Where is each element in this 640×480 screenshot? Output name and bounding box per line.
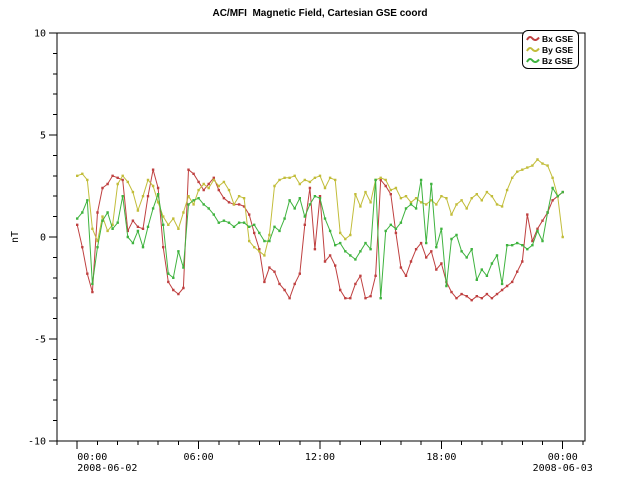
y-tick-label: 10	[34, 29, 46, 40]
y-tick-label: 5	[40, 131, 46, 142]
chart-title: AC/MFI Magnetic Field, Cartesian GSE coo…	[212, 8, 428, 19]
series-line	[76, 169, 564, 301]
legend-label-bz: Bz GSE	[542, 55, 573, 66]
axes	[49, 32, 586, 449]
x-date-label: 2008-06-02	[77, 463, 137, 474]
series-line	[77, 159, 564, 256]
bx-line-swatch-icon	[526, 36, 540, 41]
plot-border	[56, 32, 586, 442]
series-bz-gse	[76, 178, 564, 300]
x-tick-label: 06:00	[184, 452, 214, 463]
y-axis-label: nT	[10, 231, 21, 243]
legend-item-by: By GSE	[526, 44, 578, 55]
by-line-swatch-icon	[526, 47, 540, 52]
legend: Bx GSE By GSE Bz GSE	[522, 30, 579, 69]
legend-label-bx: Bx GSE	[542, 33, 574, 44]
series-markers	[76, 158, 564, 257]
series-markers	[76, 168, 564, 302]
series-bx-gse	[76, 168, 564, 302]
x-tick-label: 00:00	[548, 452, 578, 463]
legend-label-by: By GSE	[542, 44, 574, 55]
series-by-gse	[76, 158, 564, 257]
y-tick-label: -10	[28, 437, 46, 448]
x-tick-label: 18:00	[426, 452, 456, 463]
y-tick-label: 0	[40, 233, 46, 244]
y-tick-label: -5	[34, 335, 46, 346]
x-date-label: 2008-06-03	[533, 463, 593, 474]
x-tick-label: 00:00	[77, 452, 107, 463]
legend-item-bx: Bx GSE	[526, 33, 578, 44]
bz-line-swatch-icon	[526, 58, 540, 63]
legend-item-bz: Bz GSE	[526, 55, 578, 66]
x-tick-label: 12:00	[305, 452, 335, 463]
